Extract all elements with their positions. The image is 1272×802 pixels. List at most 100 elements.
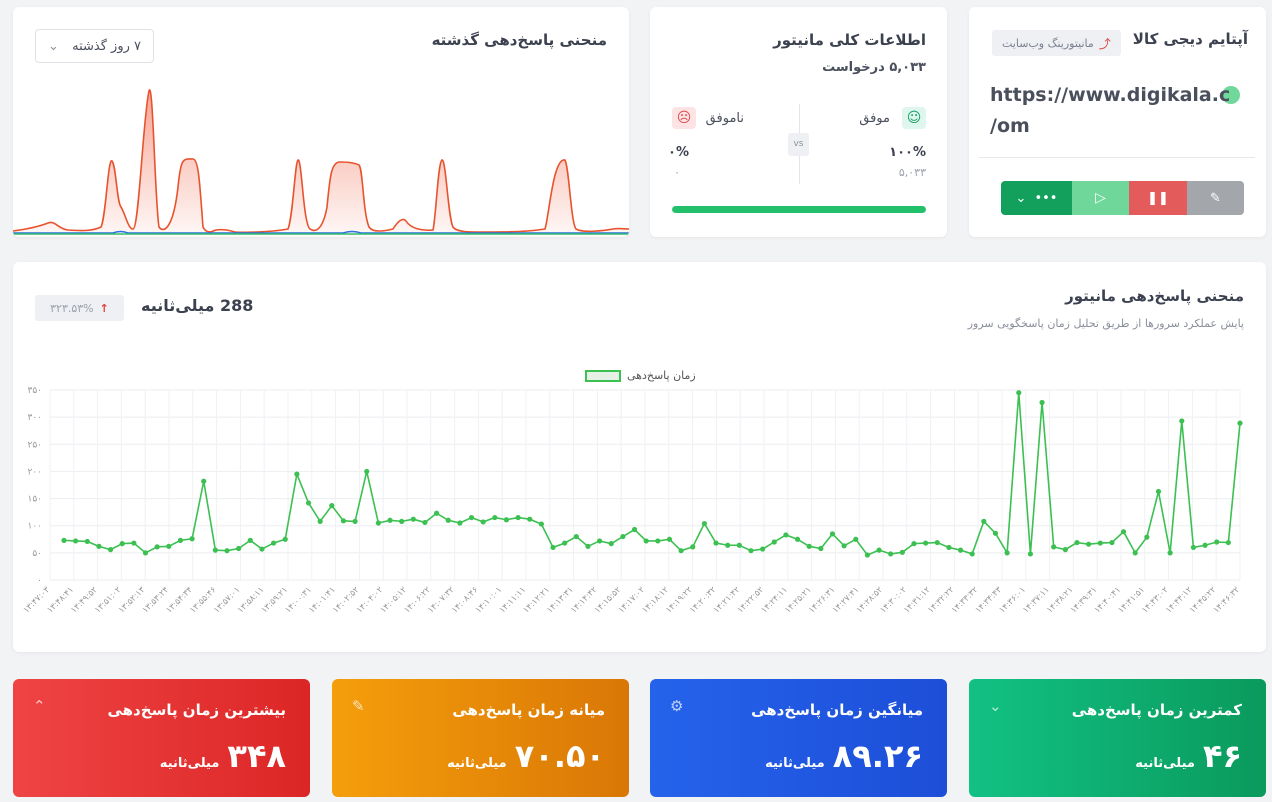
data-point [142,550,149,556]
data-point [166,543,172,549]
stat-card: کمترین زمان پاسخ‌دهی ۴۶ میلی‌ثانیه ⌄ [969,679,1266,797]
success-percent: ۱۰۰% [889,145,926,160]
data-point [305,500,312,506]
current-response-value: 288 میلی‌ثانیه [141,296,254,315]
fail-label: ناموفق [705,111,744,126]
stat-value: ۴۶ [1202,737,1242,775]
data-point [119,541,125,547]
chart-legend[interactable]: زمان پاسخ‌دهی [585,369,696,382]
y-tick-label: ۲۰۰ [27,467,42,477]
data-point [1214,539,1220,545]
data-point [934,539,940,546]
past-curve-title: منحنی پاسخ‌دهی گذشته [431,31,607,49]
more-label: ••• [1034,190,1058,206]
data-point [666,536,673,542]
data-point [422,519,428,526]
legend-label: زمان پاسخ‌دهی [627,369,696,382]
data-point [841,543,847,549]
range-select[interactable]: ۷ روز گذشته ⌄ [35,29,154,63]
stat-label: میانه زمان پاسخ‌دهی [452,701,605,719]
data-point [527,516,533,522]
url-line-1: https://www.digikala.c [990,84,1231,106]
data-point [364,468,370,475]
data-point [597,538,603,544]
chevron-down-icon: ⌄ [989,697,1002,715]
data-point [643,538,649,544]
data-point [61,537,67,543]
stat-card: میانگین زمان پاسخ‌دهی ۸۹.۲۶ میلی‌ثانیه ⚙ [650,679,947,797]
data-point [131,540,137,546]
y-tick-label: ۰ [37,576,42,586]
data-point [713,540,719,546]
chart-card-subtitle: پایش عملکرد سرورها از طریق تحلیل زمان پا… [967,317,1244,330]
stat-unit: میلی‌ثانیه [1135,756,1195,771]
range-select-value: ۷ روز گذشته [72,38,141,54]
play-icon: ▷ [1095,190,1106,206]
more-actions-button[interactable]: ⌄ ••• [1001,181,1072,215]
data-point [1004,550,1010,556]
data-point [1062,547,1068,553]
stat-value: ۷۰.۵۰ [514,737,605,775]
data-point [468,514,475,521]
data-point [736,542,742,548]
data-point [1155,488,1162,495]
data-point [1179,418,1185,424]
data-point [375,520,381,526]
stat-value-wrap: ۴۶ میلی‌ثانیه [1135,737,1242,775]
data-point [73,538,79,544]
past-curve-line [13,89,629,234]
data-point [1109,539,1115,546]
data-point [317,518,323,524]
stat-unit: میلی‌ثانیه [159,756,220,771]
data-point [503,517,510,523]
request-count: ۵,۰۳۳ درخواست [822,60,926,75]
y-tick-label: ۳۵۰ [27,386,42,396]
stat-card: میانه زمان پاسخ‌دهی ۷۰.۵۰ میلی‌ثانیه ✎ [332,679,629,797]
data-point [1086,541,1092,547]
data-point [829,531,836,537]
edit-button[interactable]: ✎ [1187,181,1244,215]
monitor-url[interactable]: https://www.digikala.c /om [990,80,1230,142]
overview-card [650,7,947,237]
start-button[interactable]: ▷ [1072,181,1129,215]
data-point [189,536,195,542]
data-point [655,538,661,544]
data-point [1051,544,1057,550]
monitor-type-label: مانیتورینگ وب‌سایت [1002,36,1094,50]
data-point [620,533,626,540]
y-tick-label: ۲۵۰ [27,440,42,450]
data-point [992,530,999,536]
data-point [946,544,952,551]
data-point [236,545,242,552]
data-point [957,547,964,553]
monitor-type-badge: ⤴ مانیتورینگ وب‌سایت [992,30,1121,56]
data-point [1167,550,1173,556]
data-point [864,552,871,558]
data-point [177,537,184,543]
data-point [492,514,498,521]
data-point [410,516,416,522]
pause-icon: ❚❚ [1147,190,1169,206]
pause-button[interactable]: ❚❚ [1129,181,1187,215]
data-point [247,537,253,543]
data-point [201,478,207,484]
data-point [1120,529,1127,535]
x-tick-label: ۱۴:۴۶:۳۲ [1212,585,1243,616]
data-point [340,518,347,524]
past-curve-line-blue [13,230,629,234]
data-point [84,538,90,545]
stat-unit: میلی‌ثانیه [447,756,507,771]
data-point [1039,399,1045,406]
smile-icon: ☺ [902,107,926,129]
stat-unit: میلی‌ثانیه [765,756,825,771]
gear-icon: ⚙ [670,697,684,715]
data-point [1237,420,1243,426]
data-point [224,548,230,554]
data-point [818,545,824,552]
data-point [969,551,975,557]
y-tick-label: ۱۰۰ [27,522,42,532]
y-tick-label: ۱۵۰ [27,495,42,505]
data-point [352,518,358,524]
data-point [678,548,684,554]
data-point [631,526,638,533]
